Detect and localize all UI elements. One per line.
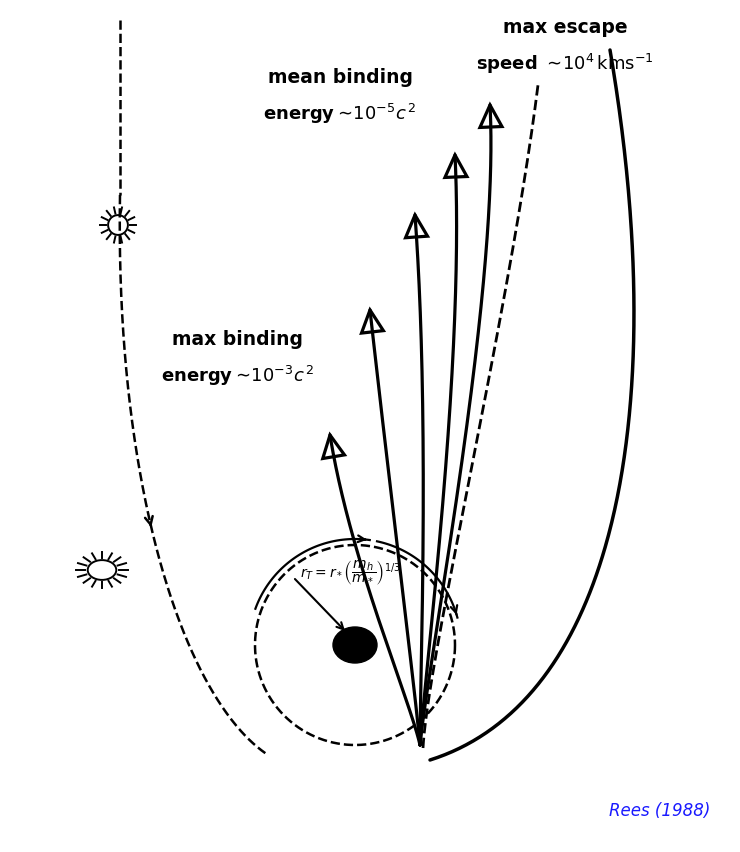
Ellipse shape xyxy=(333,627,377,663)
Text: max binding: max binding xyxy=(172,330,303,349)
Text: $r_T = r_*\left(\dfrac{m_h}{m_*}\right)^{1/3}$: $r_T = r_*\left(\dfrac{m_h}{m_*}\right)^… xyxy=(300,559,401,587)
Text: energy$\sim\!10^{-3}c^{\,2}$: energy$\sim\!10^{-3}c^{\,2}$ xyxy=(161,364,314,389)
Text: mean binding: mean binding xyxy=(267,68,412,87)
Text: max escape: max escape xyxy=(502,18,628,37)
Text: speed $\sim\!10^4\,\mathrm{kms}^{-1}$: speed $\sim\!10^4\,\mathrm{kms}^{-1}$ xyxy=(476,52,654,76)
Text: Rees (1988): Rees (1988) xyxy=(608,802,710,820)
Text: energy$\sim\!10^{-5}c^{\,2}$: energy$\sim\!10^{-5}c^{\,2}$ xyxy=(263,102,417,126)
